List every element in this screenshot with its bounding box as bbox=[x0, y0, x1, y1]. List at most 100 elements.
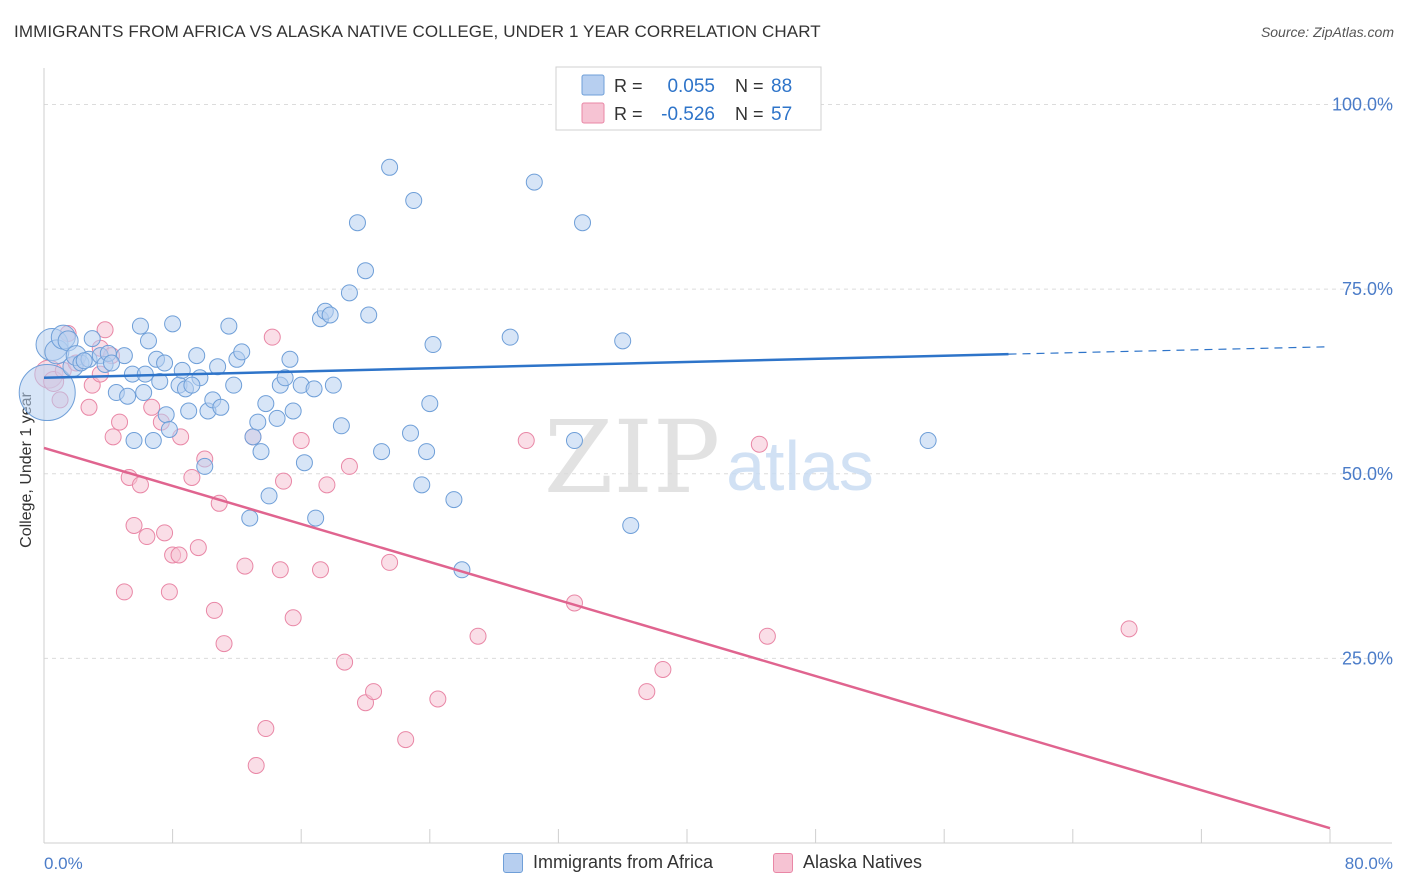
africa-point-79 bbox=[574, 214, 592, 232]
legend-item-africa[interactable]: Immigrants from Africa bbox=[503, 852, 713, 873]
africa-point-83 bbox=[75, 352, 93, 370]
alaska-point-51 bbox=[517, 432, 535, 450]
legend-swatch-blue bbox=[581, 74, 605, 96]
africa-point-81 bbox=[622, 516, 640, 534]
x-tick-right: 80.0% bbox=[1345, 854, 1393, 873]
africa-point-84 bbox=[83, 330, 101, 348]
alaska-point-16 bbox=[125, 516, 143, 534]
africa-point-39 bbox=[225, 376, 243, 394]
africa-point-16 bbox=[125, 432, 143, 450]
africa-point-21 bbox=[144, 432, 162, 450]
africa-trend-line bbox=[43, 352, 1009, 380]
y-tick-label-1: 75.0% bbox=[1342, 279, 1393, 299]
legend-n-label-blue: N = bbox=[735, 76, 764, 96]
africa-point-59 bbox=[321, 306, 339, 324]
alaska-point-31 bbox=[215, 635, 233, 653]
africa-point-20 bbox=[139, 332, 157, 350]
watermark: ZIP atlas bbox=[544, 399, 874, 516]
africa-point-47 bbox=[260, 487, 278, 505]
africa-point-56 bbox=[307, 509, 325, 527]
alaska-natives-points bbox=[34, 321, 1138, 774]
africa-point-28 bbox=[173, 361, 191, 379]
alaska-point-14 bbox=[115, 583, 133, 601]
africa-point-23 bbox=[151, 372, 169, 390]
africa-point-43 bbox=[244, 428, 262, 446]
africa-point-64 bbox=[357, 262, 374, 280]
africa-trend-extension bbox=[1008, 346, 1331, 355]
legend-r-label-pink: R = bbox=[614, 104, 643, 124]
alaska-point-29 bbox=[205, 601, 223, 619]
africa-point-63 bbox=[348, 214, 366, 232]
africa-point-18 bbox=[135, 384, 153, 402]
africa-point-30 bbox=[180, 402, 198, 420]
chart-title: IMMIGRANTS FROM AFRICA VS ALASKA NATIVE … bbox=[14, 22, 821, 41]
africa-point-65 bbox=[360, 306, 378, 324]
africa-point-70 bbox=[413, 476, 431, 494]
alaska-point-39 bbox=[284, 609, 302, 627]
africa-point-76 bbox=[501, 328, 519, 346]
africa-point-17 bbox=[131, 317, 149, 335]
y-tick-label-0: 100.0% bbox=[1332, 95, 1393, 115]
africa-point-38 bbox=[220, 317, 238, 335]
africa-point-62 bbox=[340, 284, 358, 302]
africa-point-45 bbox=[252, 443, 270, 461]
legend-r-label-blue: R = bbox=[614, 76, 643, 96]
africa-point-61 bbox=[332, 417, 350, 435]
x-tick-left: 0.0% bbox=[44, 854, 83, 873]
africa-point-72 bbox=[421, 395, 439, 413]
legend-swatch-africa bbox=[503, 852, 523, 873]
alaska-point-43 bbox=[336, 653, 354, 671]
alaska-point-36 bbox=[263, 328, 281, 346]
africa-point-33 bbox=[196, 457, 214, 475]
africa-point-71 bbox=[418, 443, 436, 461]
alaska-point-54 bbox=[654, 660, 672, 678]
africa-point-13 bbox=[115, 347, 133, 365]
legend-label-africa: Immigrants from Africa bbox=[533, 852, 714, 872]
alaska-point-24 bbox=[170, 546, 188, 564]
legend-r-value-blue: 0.055 bbox=[667, 76, 715, 97]
alaska-point-13 bbox=[111, 413, 129, 431]
africa-point-85 bbox=[103, 354, 121, 372]
africa-point-54 bbox=[295, 454, 313, 472]
alaska-point-41 bbox=[311, 561, 329, 579]
watermark-atlas: atlas bbox=[726, 427, 874, 505]
alaska-point-32 bbox=[236, 557, 254, 575]
alaska-point-21 bbox=[156, 524, 174, 542]
watermark-zip: ZIP bbox=[544, 399, 720, 516]
alaska-point-6 bbox=[80, 398, 98, 416]
alaska-trend-line bbox=[43, 446, 1331, 830]
legend-item-alaska[interactable]: Alaska Natives bbox=[773, 852, 922, 873]
africa-point-82 bbox=[919, 432, 937, 450]
africa-point-60 bbox=[324, 376, 342, 394]
alaska-point-34 bbox=[247, 756, 265, 774]
africa-point-31 bbox=[188, 347, 206, 365]
series-legend: Immigrants from Africa Alaska Natives bbox=[0, 852, 1406, 878]
alaska-point-35 bbox=[257, 720, 275, 738]
alaska-point-27 bbox=[189, 539, 207, 557]
alaska-point-12 bbox=[104, 428, 122, 446]
africa-point-86 bbox=[156, 354, 174, 372]
legend-n-value-pink: 57 bbox=[771, 104, 792, 125]
africa-point-77 bbox=[525, 173, 543, 191]
africa-point-69 bbox=[405, 192, 423, 210]
axes bbox=[43, 68, 1392, 844]
africa-points bbox=[18, 158, 937, 579]
africa-point-44 bbox=[249, 413, 267, 431]
trend-lines bbox=[43, 346, 1331, 830]
alaska-point-18 bbox=[138, 528, 156, 546]
africa-point-80 bbox=[614, 332, 632, 350]
alaska-point-40 bbox=[292, 432, 310, 450]
africa-point-52 bbox=[284, 402, 302, 420]
gridlines bbox=[44, 104, 1392, 659]
africa-point-73 bbox=[424, 336, 442, 354]
alaska-point-37 bbox=[271, 561, 289, 579]
alaska-point-47 bbox=[381, 553, 399, 571]
africa-point-50 bbox=[276, 369, 294, 387]
legend-label-alaska: Alaska Natives bbox=[803, 852, 923, 872]
legend-swatch-pink bbox=[581, 102, 605, 124]
alaska-point-44 bbox=[340, 457, 358, 475]
africa-point-25 bbox=[160, 420, 178, 438]
legend-n-label-pink: N = bbox=[735, 104, 764, 124]
alaska-point-46 bbox=[365, 683, 383, 701]
